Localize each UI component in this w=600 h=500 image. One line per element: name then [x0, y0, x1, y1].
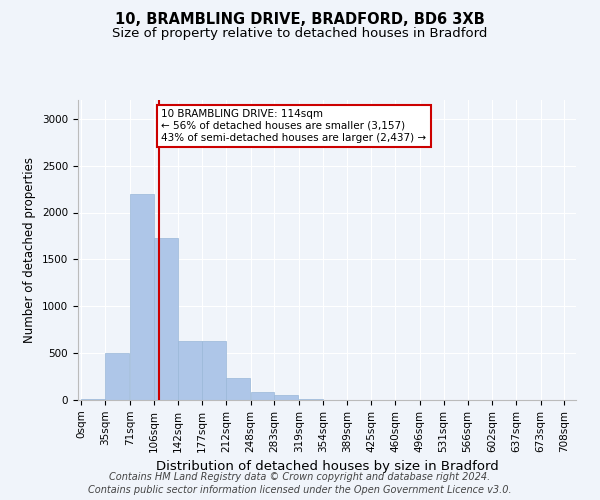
Bar	[178, 342, 202, 400]
Bar	[154, 238, 178, 400]
X-axis label: Distribution of detached houses by size in Bradford: Distribution of detached houses by size …	[155, 460, 499, 473]
Bar	[274, 396, 298, 400]
Y-axis label: Number of detached properties: Number of detached properties	[23, 157, 37, 343]
Text: 10 BRAMBLING DRIVE: 114sqm
← 56% of detached houses are smaller (3,157)
43% of s: 10 BRAMBLING DRIVE: 114sqm ← 56% of deta…	[161, 110, 427, 142]
Bar	[105, 353, 129, 400]
Bar	[299, 398, 323, 400]
Text: Contains HM Land Registry data © Crown copyright and database right 2024.
Contai: Contains HM Land Registry data © Crown c…	[88, 472, 512, 495]
Bar	[130, 194, 154, 400]
Bar	[226, 378, 250, 400]
Bar	[202, 342, 226, 400]
Text: 10, BRAMBLING DRIVE, BRADFORD, BD6 3XB: 10, BRAMBLING DRIVE, BRADFORD, BD6 3XB	[115, 12, 485, 28]
Bar	[82, 399, 105, 400]
Bar	[251, 392, 274, 400]
Text: Size of property relative to detached houses in Bradford: Size of property relative to detached ho…	[112, 28, 488, 40]
